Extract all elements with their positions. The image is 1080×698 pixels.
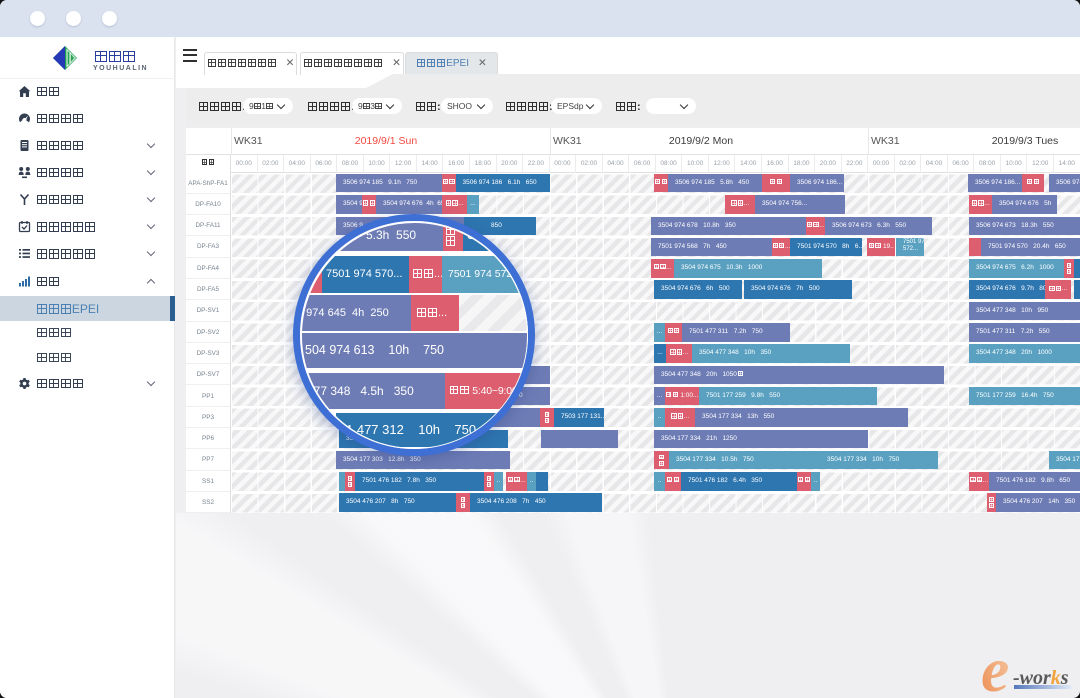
svg-text:e: e (981, 648, 1009, 698)
svg-text:-works: -works (1013, 667, 1069, 689)
